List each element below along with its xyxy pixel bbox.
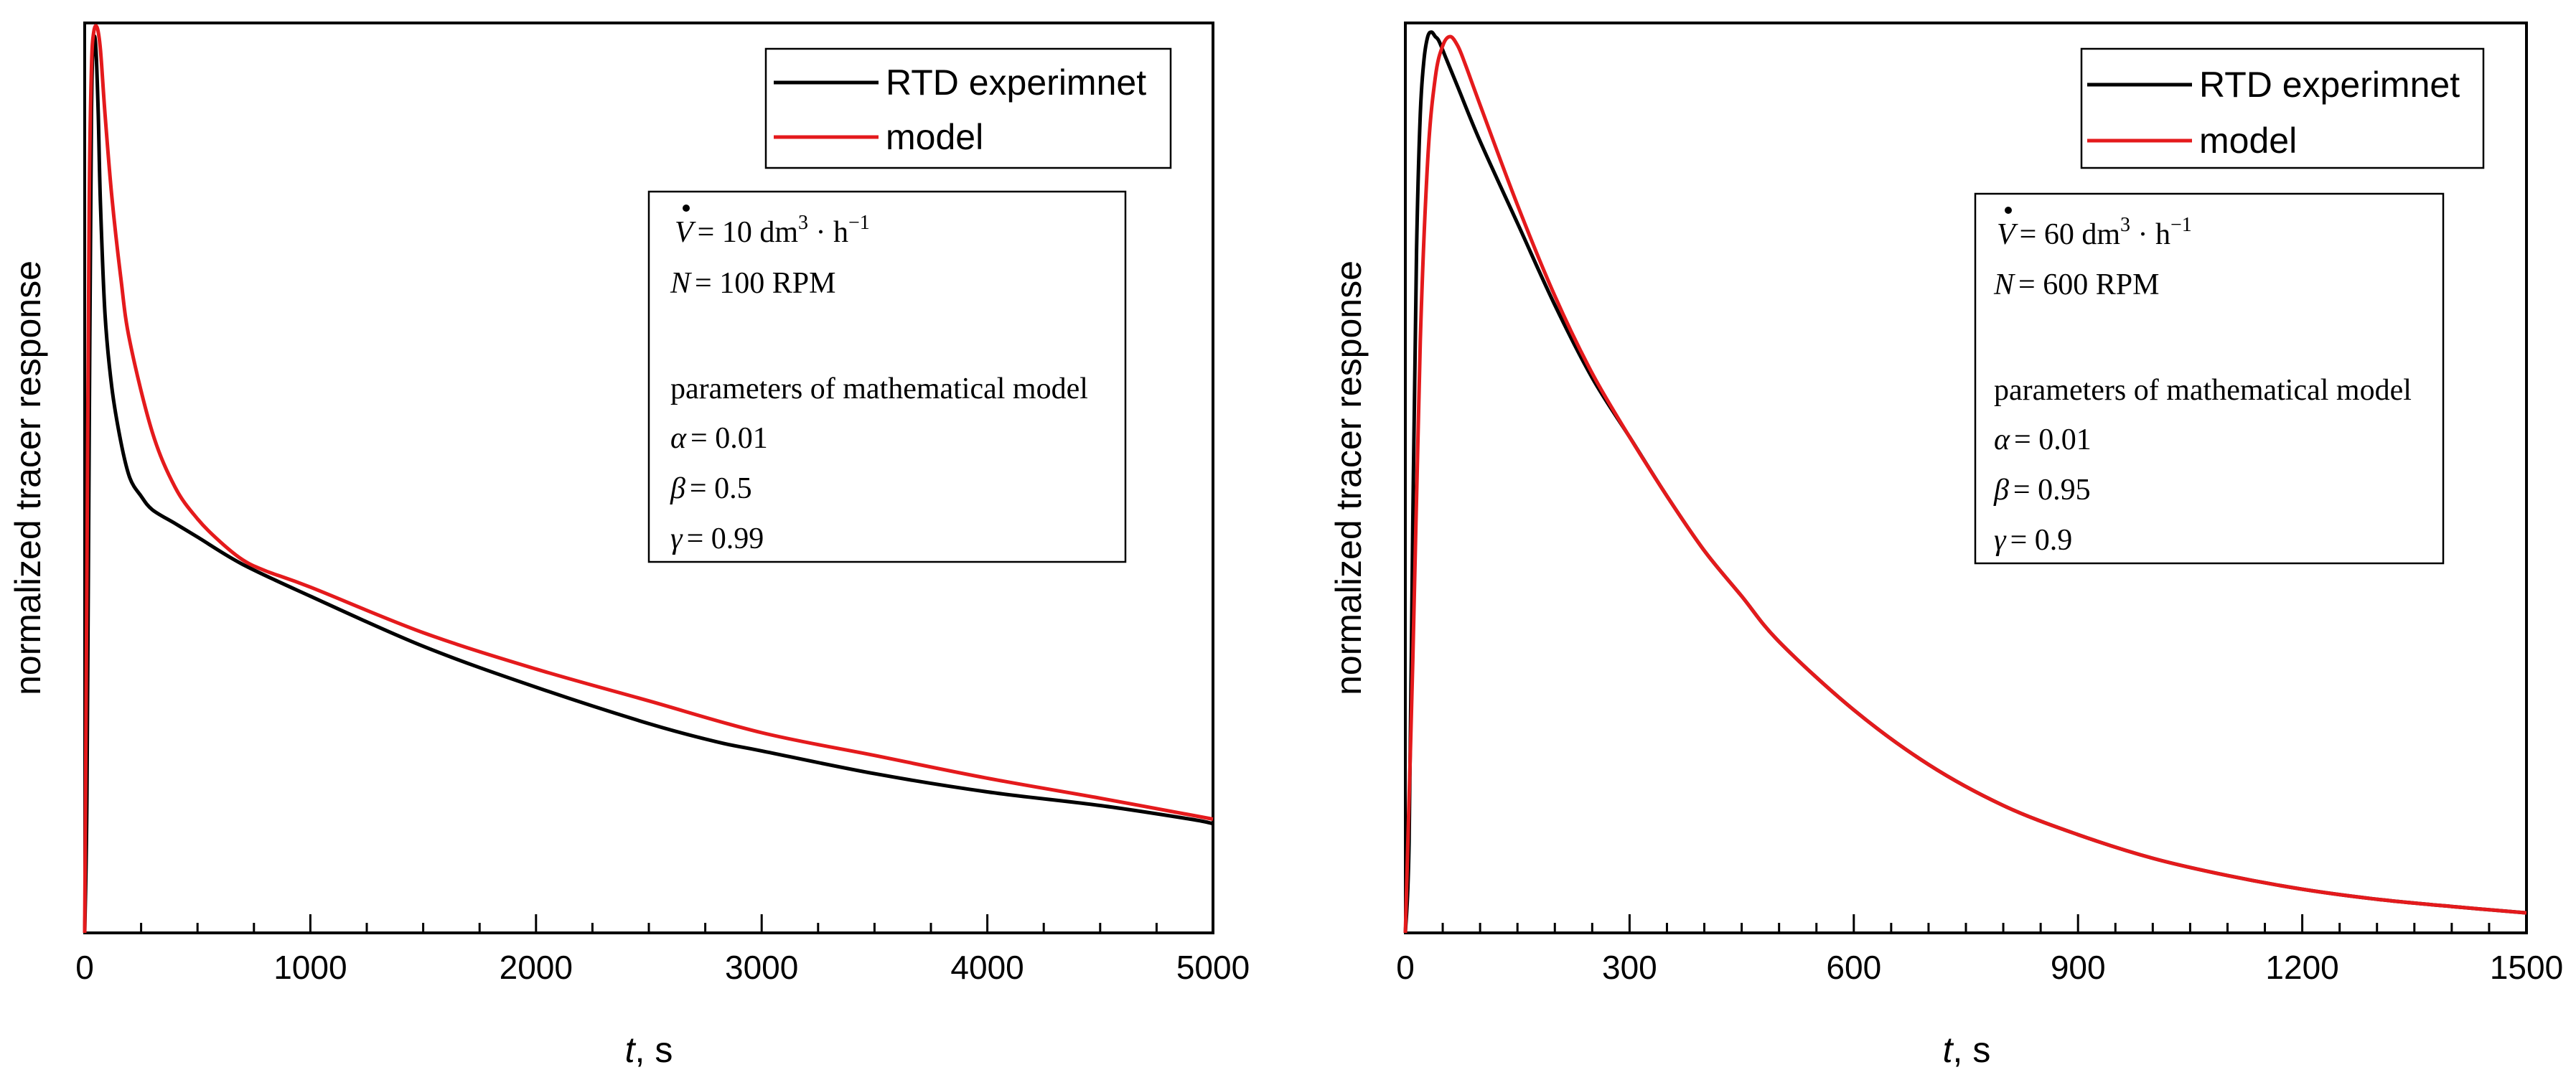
parameter-annotation: V = 60 dm3 · h−1 N = 600 RPM parameters of… (1974, 192, 2445, 565)
x-axis-title: t, s (1943, 1030, 1991, 1070)
beta-text: β = 0.95 (1993, 474, 2091, 507)
y-axis-title: normalized tracer response (1329, 260, 1369, 695)
x-tick-label: 1500 (2490, 949, 2563, 986)
x-axis-tick-labels: 0 1000 2000 3000 4000 5000 (75, 949, 1250, 986)
x-axis-tick-labels: 0 300 600 900 1200 1500 (1396, 949, 2563, 986)
alpha-text: α = 0.01 (670, 422, 768, 455)
parameters-title: parameters of mathematical model (1994, 374, 2412, 407)
legend-label-model: model (2199, 121, 2297, 161)
chart-left: 0 1000 2000 3000 4000 5000 normalized tracer … (8, 22, 1250, 1070)
parameter-annotation: V = 10 dm3 · h−1 N = 100 RPM parameters of… (647, 190, 1127, 563)
x-tick-label: 1000 (273, 949, 347, 986)
legend-box (764, 47, 1172, 169)
annotation-box (1974, 192, 2445, 565)
beta-text: β = 0.5 (670, 472, 752, 505)
annotation-box (647, 190, 1127, 563)
flow-rate-dot (2005, 207, 2012, 214)
x-axis-title-unit: , s (635, 1030, 673, 1070)
x-tick-label: 3000 (725, 949, 798, 986)
gamma-text: γ = 0.99 (670, 522, 764, 555)
x-tick-label: 0 (1396, 949, 1415, 986)
y-axis-title: normalized tracer response (8, 260, 48, 695)
x-axis-title-var: t (1943, 1030, 1954, 1070)
x-tick-label: 600 (1826, 949, 1881, 986)
series-line-model (1403, 34, 2527, 934)
legend-label-experiment: RTD experimnet (886, 62, 1146, 103)
chart-right: 0 300 600 900 1200 1500 normalized tracer res… (1329, 22, 2563, 1070)
x-tick-label: 1200 (2265, 949, 2338, 986)
legend: RTD experimnet model (2080, 47, 2485, 169)
flow-rate-text: V = 60 dm3 · h−1 (1997, 214, 2192, 251)
x-tick-label: 4000 (950, 949, 1024, 986)
gamma-text: γ = 0.9 (1994, 524, 2072, 557)
x-axis-title-var: t (625, 1030, 637, 1070)
series-line-model (83, 24, 1214, 934)
legend-box (2080, 47, 2485, 169)
legend: RTD experimnet model (764, 47, 1172, 169)
x-tick-label: 300 (1602, 949, 1657, 986)
x-tick-label: 900 (2051, 949, 2106, 986)
speed-text: N = 600 RPM (1993, 268, 2159, 301)
x-axis-ticks (1404, 914, 2528, 933)
flow-rate-dot (683, 205, 690, 212)
x-axis-title: t, s (625, 1030, 673, 1070)
parameters-title: parameters of mathematical model (670, 372, 1088, 405)
x-tick-label: 5000 (1176, 949, 1250, 986)
legend-label-model: model (886, 117, 983, 157)
alpha-text: α = 0.01 (1994, 423, 2092, 456)
legend-label-experiment: RTD experimnet (2199, 65, 2460, 105)
series-group (83, 24, 1214, 934)
x-axis-ticks (83, 914, 1214, 933)
x-axis-title-unit: , s (1953, 1030, 1991, 1070)
flow-rate-text: V = 10 dm3 · h−1 (675, 212, 870, 249)
series-group (1403, 30, 2527, 934)
speed-text: N = 100 RPM (670, 267, 835, 300)
x-tick-label: 0 (75, 949, 94, 986)
x-tick-label: 2000 (500, 949, 573, 986)
